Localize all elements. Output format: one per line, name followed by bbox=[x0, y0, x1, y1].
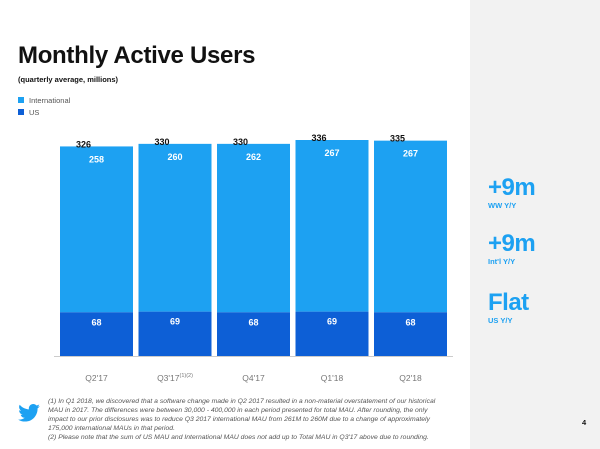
twitter-bird-icon bbox=[18, 404, 40, 422]
us-value-label: 69 bbox=[170, 317, 180, 327]
legend-label-us: US bbox=[29, 107, 40, 117]
stat-ww: +9m WW Y/Y bbox=[488, 174, 536, 211]
x-tick-label: Q3'17(1)(2) bbox=[157, 373, 193, 383]
us-value-label: 68 bbox=[405, 317, 415, 327]
bar-us bbox=[217, 312, 290, 356]
x-tick-label: Q2'18 bbox=[399, 373, 422, 383]
us-value-label: 68 bbox=[248, 317, 258, 327]
total-label: 326 bbox=[76, 139, 91, 149]
international-value-label: 267 bbox=[324, 148, 339, 158]
bar-international bbox=[60, 146, 133, 313]
total-label: 330 bbox=[155, 137, 170, 147]
international-value-label: 258 bbox=[89, 154, 104, 164]
page-title: Monthly Active Users bbox=[18, 42, 256, 69]
international-value-label: 262 bbox=[246, 152, 261, 162]
x-tick-label: Q1'18 bbox=[321, 373, 344, 383]
bar-us bbox=[374, 312, 447, 356]
bar-international bbox=[295, 140, 369, 312]
legend-swatch-us bbox=[18, 109, 24, 115]
stat-us: Flat US Y/Y bbox=[488, 289, 529, 326]
footnote-2: (2) Please note that the sum of US MAU a… bbox=[48, 434, 429, 441]
legend-swatch-international bbox=[18, 97, 24, 103]
stat-ww-value: +9m bbox=[488, 174, 536, 201]
stat-us-value: Flat bbox=[488, 289, 529, 316]
chart-subtitle: (quarterly average, millions) bbox=[18, 75, 119, 84]
total-label: 335 bbox=[390, 134, 405, 144]
x-tick-label: Q2'17 bbox=[85, 373, 108, 383]
stat-intl-label: Int'l Y/Y bbox=[488, 257, 516, 266]
stat-intl: +9m Int'l Y/Y bbox=[488, 230, 536, 267]
bar-us bbox=[138, 311, 212, 356]
footnotes: (1) In Q1 2018, we discovered that a sof… bbox=[48, 397, 438, 442]
stat-us-label: US Y/Y bbox=[488, 316, 513, 325]
legend-label-international: International bbox=[29, 95, 71, 105]
chart-legend: International US bbox=[18, 94, 70, 118]
bar-us bbox=[60, 312, 133, 356]
bar-us bbox=[295, 311, 369, 356]
right-panel-background bbox=[470, 0, 600, 449]
total-label: 336 bbox=[312, 133, 327, 143]
bar-international bbox=[374, 140, 447, 313]
bar-international bbox=[138, 143, 212, 312]
international-value-label: 267 bbox=[403, 149, 418, 159]
stat-ww-label: WW Y/Y bbox=[488, 201, 517, 210]
legend-item-international: International bbox=[18, 94, 70, 106]
page-number: 4 bbox=[582, 418, 587, 427]
stat-intl-value: +9m bbox=[488, 230, 536, 257]
legend-item-us: US bbox=[18, 106, 70, 118]
bar-international bbox=[217, 143, 290, 313]
international-value-label: 260 bbox=[167, 152, 182, 162]
us-value-label: 68 bbox=[91, 317, 101, 327]
total-label: 330 bbox=[233, 137, 248, 147]
footnote-1: (1) In Q1 2018, we discovered that a sof… bbox=[48, 398, 436, 432]
x-tick-label: Q4'17 bbox=[242, 373, 265, 383]
x-tick-superscript: (1)(2) bbox=[179, 373, 193, 379]
us-value-label: 69 bbox=[327, 317, 337, 327]
mau-stacked-bar-chart: 326 258 68 Q2'17 330 260 69 Q3'17(1)(2) 330 262 68… bbox=[54, 133, 453, 383]
